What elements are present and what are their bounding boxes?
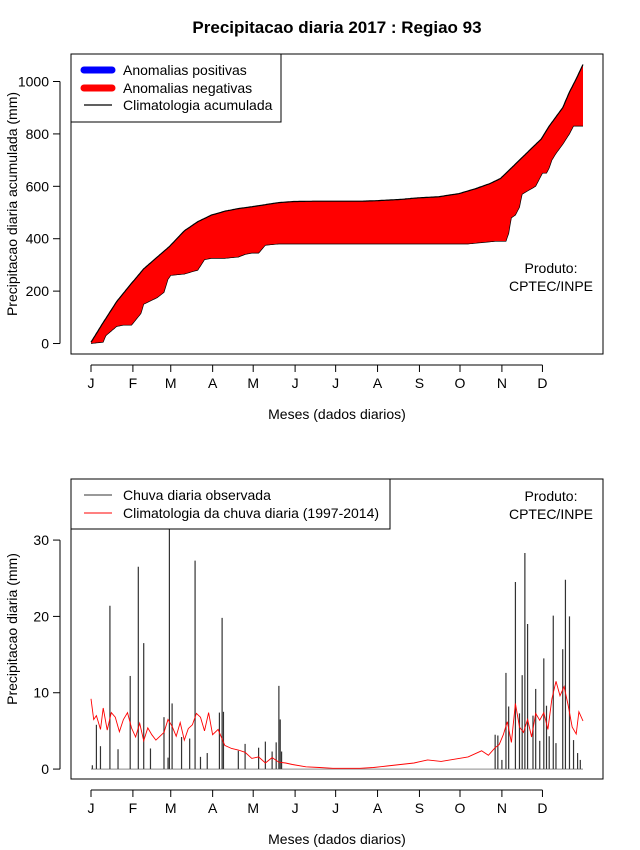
x-tick-label: S <box>415 800 424 816</box>
negative-anomaly-fill <box>91 64 583 344</box>
daily-legend: Chuva diaria observada Climatologia da c… <box>70 478 391 530</box>
legend-negative: Anomalias negativas <box>123 80 252 96</box>
product-source: CPTEC/INPE <box>509 278 593 294</box>
cumulative-panel: 0 200 400 600 800 1000 J F M A M J J A S O N D Precipita… <box>4 53 604 422</box>
x-tick-label: F <box>129 375 138 391</box>
cumulative-legend: Anomalias positivas Anomalias negativas … <box>70 53 282 123</box>
x-tick-label: F <box>129 800 138 816</box>
x-tick-label: O <box>455 375 466 391</box>
observed-cumulative-line <box>90 125 583 344</box>
climatology-cumulative-line <box>90 64 584 343</box>
x-tick-label: J <box>88 800 95 816</box>
legend-box <box>70 478 391 530</box>
y-tick-label: 1000 <box>18 74 49 90</box>
x-tick-label: A <box>373 800 383 816</box>
y-tick-label: 0 <box>41 761 49 777</box>
x-tick-label: N <box>497 375 507 391</box>
chart-title: Precipitacao diaria 2017 : Regiao 93 <box>192 18 481 37</box>
legend-clim-daily: Climatologia da chuva diaria (1997-2014) <box>123 505 379 521</box>
x-tick-label: A <box>208 800 218 816</box>
x-tick-label: N <box>497 800 507 816</box>
legend-climatology: Climatologia acumulada <box>123 97 273 113</box>
x-tick-label: M <box>247 375 259 391</box>
x-tick-label: O <box>455 800 466 816</box>
cumulative-y-label: Precipitacao diaria acumulada (mm) <box>4 92 20 316</box>
x-tick-label: J <box>332 375 339 391</box>
climatology-daily-line <box>90 681 584 769</box>
x-tick-label: J <box>88 375 95 391</box>
legend-positive: Anomalias positivas <box>123 62 247 78</box>
y-tick-label: 30 <box>33 532 49 548</box>
y-tick-label: 800 <box>26 126 50 142</box>
daily-panel: 0 10 20 30 J F M A M J J A S O N D Precipitacao diaria… <box>4 478 604 847</box>
x-tick-label: S <box>415 375 424 391</box>
y-tick-label: 10 <box>33 685 49 701</box>
x-tick-label: D <box>537 375 547 391</box>
daily-x-label: Meses (dados diarios) <box>268 831 406 847</box>
cumulative-plot-frame <box>70 53 604 355</box>
cumulative-x-label: Meses (dados diarios) <box>268 406 406 422</box>
cumulative-y-axis: 0 200 400 600 800 1000 <box>18 74 61 352</box>
y-tick-label: 400 <box>26 231 50 247</box>
x-tick-label: J <box>292 375 299 391</box>
daily-y-axis: 0 10 20 30 <box>33 532 61 777</box>
product-label: Produto: <box>525 488 578 504</box>
x-tick-label: D <box>537 800 547 816</box>
daily-y-label: Precipitacao diaria (mm) <box>4 553 20 705</box>
x-tick-label: J <box>292 800 299 816</box>
y-tick-label: 200 <box>26 283 50 299</box>
x-tick-label: A <box>373 375 383 391</box>
y-tick-label: 600 <box>26 178 50 194</box>
product-label: Produto: <box>525 260 578 276</box>
y-tick-label: 20 <box>33 608 49 624</box>
x-tick-label: M <box>165 375 177 391</box>
negative-anomaly-area <box>90 64 584 344</box>
x-tick-label: A <box>208 375 218 391</box>
x-tick-label: M <box>247 800 259 816</box>
product-source: CPTEC/INPE <box>509 506 593 522</box>
x-tick-label: J <box>332 800 339 816</box>
y-tick-label: 0 <box>41 336 49 352</box>
legend-observed: Chuva diaria observada <box>123 487 271 503</box>
x-tick-label: M <box>165 800 177 816</box>
